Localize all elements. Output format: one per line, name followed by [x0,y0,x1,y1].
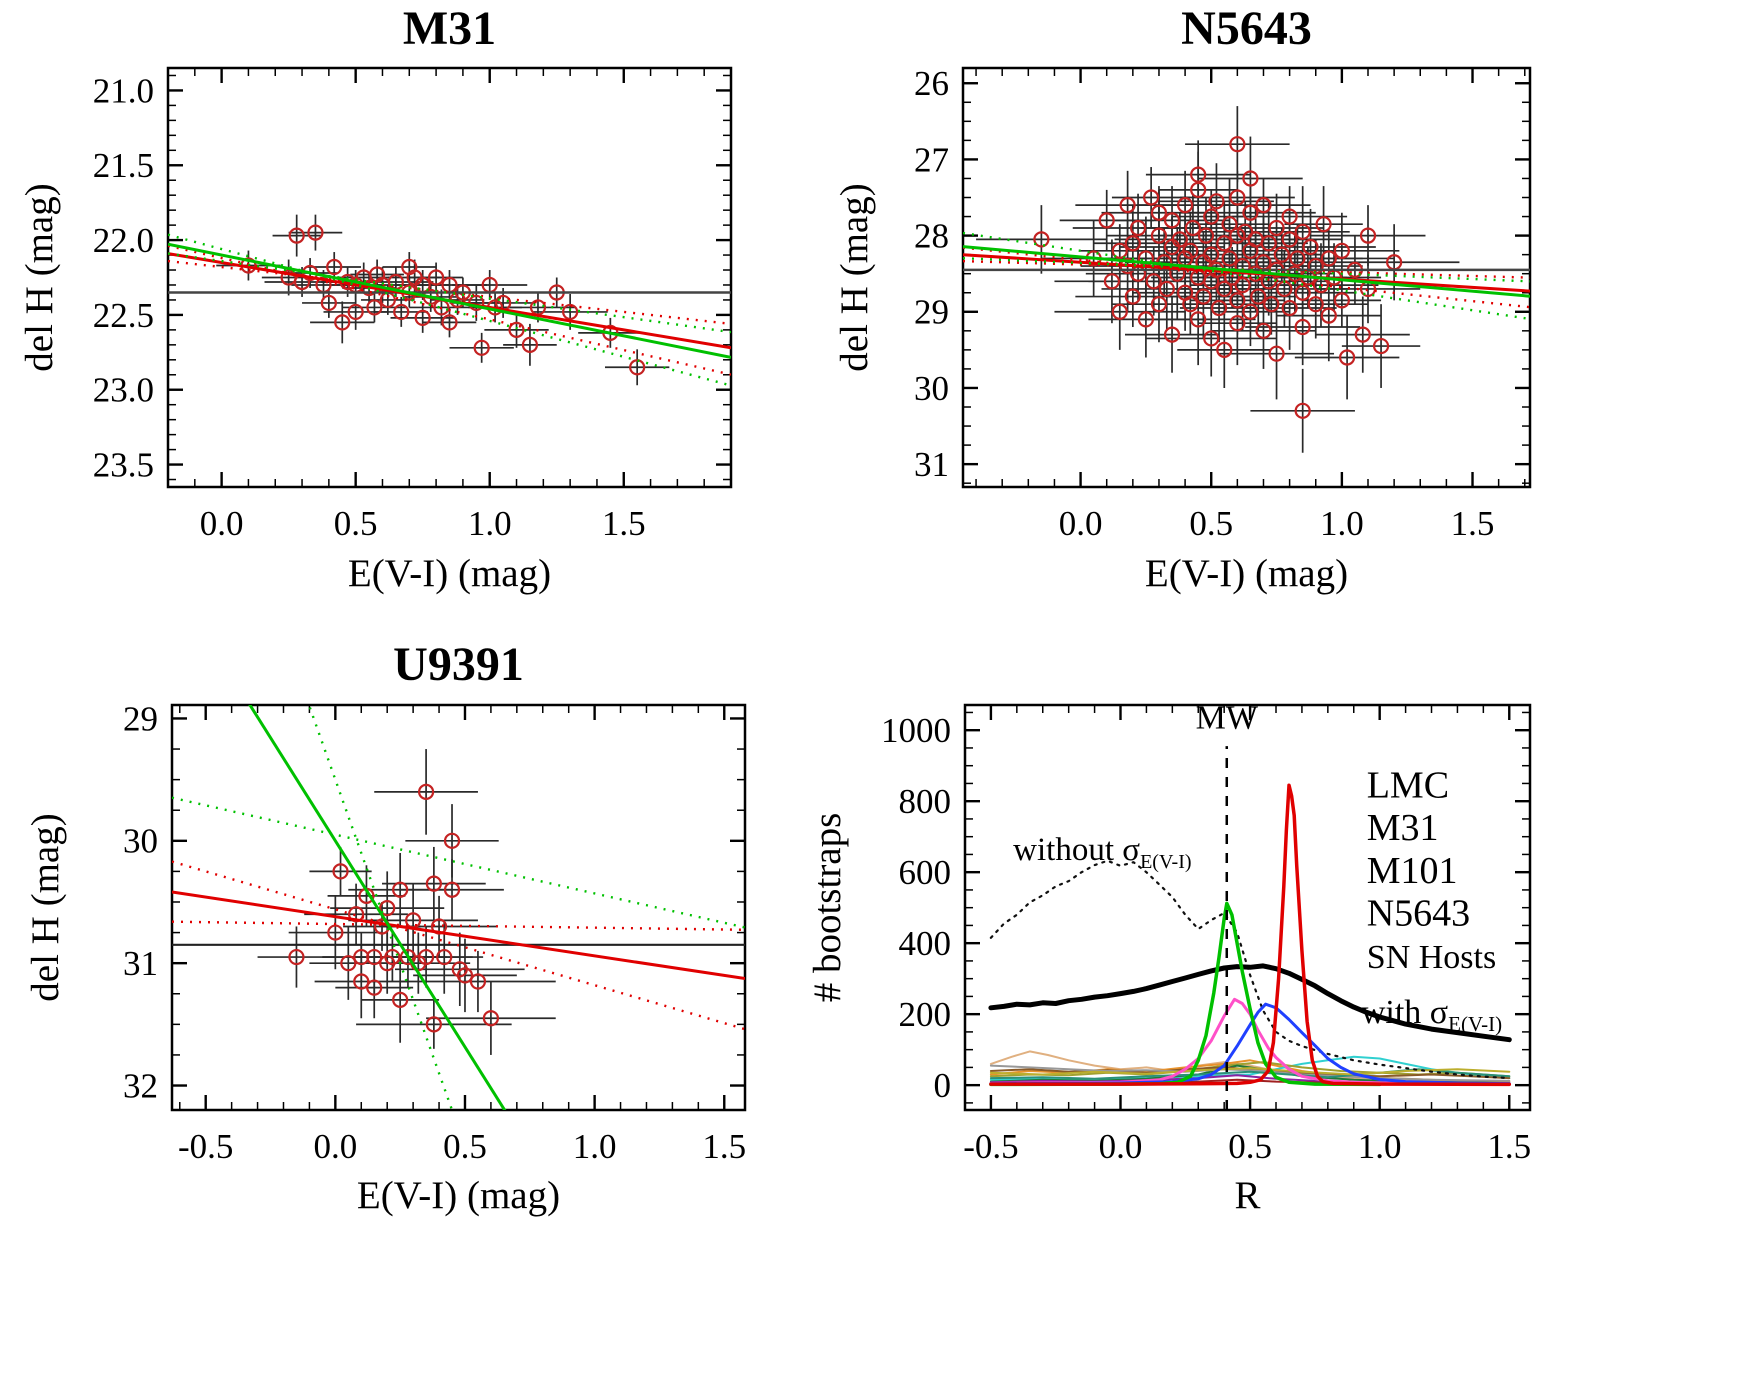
svg-text:N5643: N5643 [1367,892,1470,934]
svg-text:30: 30 [123,822,158,861]
svg-text:27: 27 [914,140,949,179]
u9391-scatter-plot: -0.5 0.0 0.5 1.0 1.5 29 30 31 32 E(V-I) (mag) del … [24,699,747,1217]
svg-text:SN Hosts: SN Hosts [1367,939,1496,976]
svg-text:1.0: 1.0 [573,1127,617,1166]
svg-text:600: 600 [899,853,952,892]
svg-text:1.5: 1.5 [1487,1127,1531,1166]
n5643-scatter-plot: 0.0 0.5 1.0 1.5 26 27 28 29 30 31 E(V-I) (mag) del … [833,64,1532,595]
svg-text:0.0: 0.0 [1059,504,1103,543]
svg-text:M101: M101 [1367,850,1458,892]
svg-text:23.0: 23.0 [93,371,154,410]
svg-text:31: 31 [914,445,949,484]
svg-text:800: 800 [899,782,952,821]
svg-text:1.5: 1.5 [602,504,646,543]
svg-text:0.5: 0.5 [443,1127,487,1166]
svg-text:22.5: 22.5 [93,296,154,335]
svg-text:23.5: 23.5 [93,445,154,484]
svg-text:0.0: 0.0 [1099,1127,1143,1166]
svg-text:1000: 1000 [881,711,951,750]
svg-text:MW: MW [1196,699,1259,736]
svg-text:-0.5: -0.5 [963,1127,1018,1166]
svg-text:1.5: 1.5 [702,1127,746,1166]
svg-text:E(V-I) (mag): E(V-I) (mag) [1145,552,1348,595]
svg-text:-0.5: -0.5 [178,1127,233,1166]
svg-text:with σE(V-I): with σE(V-I) [1361,994,1502,1036]
svg-text:29: 29 [123,699,158,738]
svg-text:0.0: 0.0 [313,1127,357,1166]
svg-text:0.0: 0.0 [200,504,244,543]
svg-text:31: 31 [123,944,158,983]
svg-text:LMC: LMC [1367,765,1449,807]
svg-text:# bootstraps: # bootstraps [806,813,849,1003]
bootstrap-histogram-plot: -0.5 0.0 0.5 1.0 1.5 0 200 400 600 800 1000 R # boot… [806,699,1532,1217]
svg-text:200: 200 [899,995,952,1034]
svg-text:26: 26 [914,64,949,103]
svg-text:M31: M31 [1367,807,1439,849]
svg-text:0: 0 [934,1066,952,1105]
svg-text:1.0: 1.0 [1358,1127,1402,1166]
svg-text:0.5: 0.5 [1189,504,1233,543]
svg-text:400: 400 [899,924,952,963]
svg-text:21.5: 21.5 [93,146,154,185]
svg-text:22.0: 22.0 [93,221,154,260]
panel-title-n5643: N5643 [1181,2,1312,55]
svg-text:E(V-I) (mag): E(V-I) (mag) [348,552,551,595]
svg-text:30: 30 [914,369,949,408]
m31-scatter-plot: 0.0 0.5 1.0 1.5 21.0 21.5 22.0 22.5 23.0 23.5 E(V-… [18,66,733,595]
svg-text:without σE(V-I): without σE(V-I) [1013,832,1191,873]
svg-text:0.5: 0.5 [1228,1127,1272,1166]
svg-text:R: R [1234,1174,1260,1217]
svg-text:0.5: 0.5 [334,504,378,543]
svg-text:21.0: 21.0 [93,71,154,110]
svg-text:1.5: 1.5 [1451,504,1495,543]
svg-text:del H (mag): del H (mag) [833,183,876,371]
svg-text:28: 28 [914,217,949,256]
svg-text:E(V-I) (mag): E(V-I) (mag) [357,1174,560,1217]
svg-text:1.0: 1.0 [1320,504,1364,543]
panel-title-u9391: U9391 [393,638,524,691]
svg-text:1.0: 1.0 [468,504,512,543]
svg-text:32: 32 [123,1066,158,1105]
svg-text:del H (mag): del H (mag) [24,813,67,1001]
svg-text:del H (mag): del H (mag) [18,183,61,371]
svg-text:29: 29 [914,293,949,332]
panel-title-m31: M31 [402,2,497,55]
